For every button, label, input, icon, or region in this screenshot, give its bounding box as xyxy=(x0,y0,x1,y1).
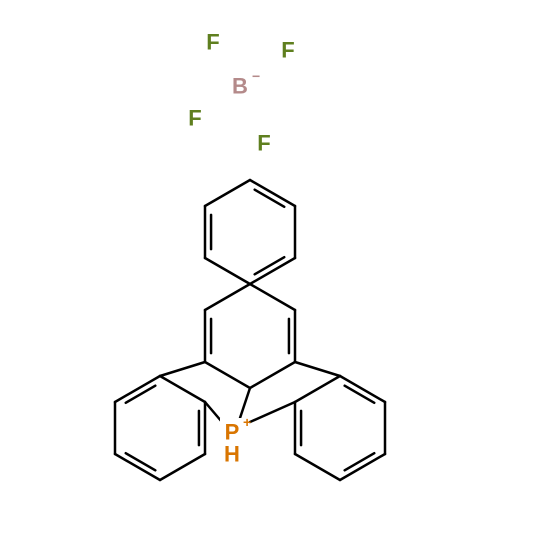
bond xyxy=(295,376,340,402)
bond xyxy=(160,376,205,402)
bond xyxy=(340,454,385,480)
bond xyxy=(250,180,295,206)
atom-label: F xyxy=(257,131,270,156)
atom-label: B xyxy=(232,74,248,99)
bond xyxy=(295,454,340,480)
bond xyxy=(160,362,205,376)
bond xyxy=(205,180,250,206)
bond xyxy=(250,284,295,310)
bond xyxy=(250,258,295,284)
atom-label: F xyxy=(206,30,219,55)
bond xyxy=(115,454,160,480)
bond xyxy=(295,362,340,376)
atom-label: − xyxy=(252,68,260,84)
atom-label: + xyxy=(243,414,251,430)
bond xyxy=(205,402,222,422)
bond xyxy=(250,362,295,388)
bond xyxy=(205,362,250,388)
bond xyxy=(205,258,250,284)
atom-label: H xyxy=(224,442,240,467)
molecule-diagram: FFFFB−P+H xyxy=(0,0,533,533)
bond xyxy=(340,376,385,402)
atom-label: F xyxy=(281,38,294,63)
bond xyxy=(115,376,160,402)
bond xyxy=(205,284,250,310)
bond xyxy=(160,454,205,480)
atom-label: F xyxy=(188,106,201,131)
bond xyxy=(250,402,295,422)
